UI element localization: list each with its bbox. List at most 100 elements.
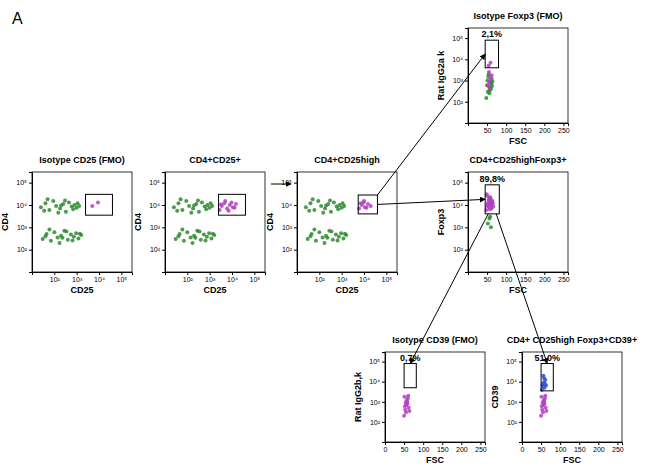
tick-label: 250 — [612, 446, 624, 453]
tick-mark — [294, 205, 297, 206]
tick-mark — [232, 272, 233, 275]
tick: 150 — [437, 442, 449, 453]
event-point — [223, 199, 227, 203]
tick: 10² — [315, 272, 326, 283]
panel: 05010015020025010²10³10⁴10⁵0,7%Isotype C… — [353, 335, 487, 465]
tick-mark — [29, 227, 32, 228]
event-point — [49, 239, 53, 243]
tick-label: 250 — [558, 127, 570, 134]
tick-mark — [294, 227, 297, 228]
panel-title: CD4+CD25high — [314, 155, 379, 165]
panel-title: Isotype CD25 (FMO) — [39, 155, 125, 165]
event-point — [407, 409, 411, 413]
tick-label: 10⁴ — [452, 56, 463, 63]
event-point — [316, 199, 320, 203]
event-point — [329, 230, 333, 234]
axis: 50100150200250 — [469, 123, 570, 134]
event-point — [72, 235, 76, 239]
tick: 200 — [593, 442, 605, 453]
panel-title: Isotype Foxp3 (FMO) — [473, 11, 562, 21]
y-axis-title: CD4 — [0, 213, 10, 231]
plot-frame — [32, 172, 132, 272]
event-point — [304, 205, 308, 209]
tick: 200 — [456, 442, 468, 453]
event-point — [39, 205, 43, 209]
tick-mark — [294, 250, 297, 251]
event-point — [362, 199, 366, 203]
tick: 200 — [539, 123, 551, 134]
tick-mark — [465, 250, 468, 251]
tick: 10² — [453, 246, 468, 253]
tick-mark — [162, 227, 165, 228]
event-point — [489, 225, 493, 229]
plot-area — [484, 185, 499, 230]
tick-label: 200 — [539, 276, 551, 283]
tick: 50 — [538, 442, 546, 453]
gate-percentage: 89,8% — [479, 174, 505, 184]
tick-label: 250 — [475, 446, 487, 453]
tick-mark — [598, 442, 599, 445]
event-point — [230, 200, 234, 204]
event-point — [196, 198, 200, 202]
plot-frame — [468, 28, 568, 123]
tick-mark — [560, 442, 561, 445]
axis-line — [519, 353, 523, 443]
tick-mark — [544, 123, 545, 126]
tick-label: 10³ — [72, 276, 83, 283]
tick-label: 10⁵ — [506, 358, 517, 365]
gate — [485, 40, 498, 68]
event-point — [488, 87, 492, 91]
axis: 10²10³10⁴10⁵ — [298, 272, 398, 283]
tick: 100 — [501, 123, 513, 134]
tick-label: 10⁵ — [452, 35, 463, 42]
plot-area — [172, 194, 246, 245]
tick-mark — [342, 272, 343, 275]
event-point — [314, 239, 318, 243]
tick: 0 — [384, 442, 388, 453]
event-point — [331, 238, 335, 242]
tick: 10³ — [72, 272, 83, 283]
event-point — [308, 201, 312, 205]
event-point — [180, 208, 184, 212]
tick-label: 10³ — [205, 276, 216, 283]
tick: 10² — [507, 419, 522, 426]
figure: A10²10³10⁴10⁵10²10³10⁴10⁵Isotype CD25 (F… — [0, 0, 650, 472]
tick-mark — [404, 442, 405, 445]
tick-label: 10⁴ — [452, 202, 463, 209]
tick-label: 10³ — [282, 224, 293, 231]
tick-label: 10³ — [337, 276, 348, 283]
tick-mark — [465, 205, 468, 206]
tick-mark — [364, 272, 365, 275]
tick-label: 50 — [401, 446, 409, 453]
event-point — [357, 206, 361, 210]
panel-title: CD4+ CD25high Foxp3+CD39+ — [507, 335, 637, 345]
tick-mark — [506, 272, 507, 275]
event-point — [488, 207, 492, 211]
tick-mark — [254, 272, 255, 275]
tick-label: 10⁴ — [16, 202, 27, 209]
tick-mark — [121, 272, 122, 275]
event-point — [192, 203, 196, 207]
event-point — [211, 232, 215, 236]
event-point — [324, 203, 328, 207]
event-point — [486, 221, 490, 225]
tick-mark — [99, 272, 100, 275]
plot-frame — [385, 352, 485, 442]
x-axis-title: FSC — [509, 136, 528, 146]
tick: 10⁴ — [281, 202, 297, 209]
tick-label: 50 — [538, 446, 546, 453]
event-point — [540, 404, 544, 408]
event-point — [189, 236, 193, 240]
tick-mark — [519, 362, 522, 363]
event-point — [63, 198, 67, 202]
axis-line — [382, 353, 386, 443]
event-point — [56, 236, 60, 240]
event-point — [185, 230, 189, 234]
tick-label: 10² — [17, 246, 28, 253]
tick-mark — [382, 422, 385, 423]
event-point — [204, 207, 208, 211]
tick-label: 10⁵ — [369, 358, 380, 365]
event-point — [332, 200, 336, 204]
x-axis-title: FSC — [509, 285, 528, 295]
tick-label: 150 — [520, 127, 532, 134]
